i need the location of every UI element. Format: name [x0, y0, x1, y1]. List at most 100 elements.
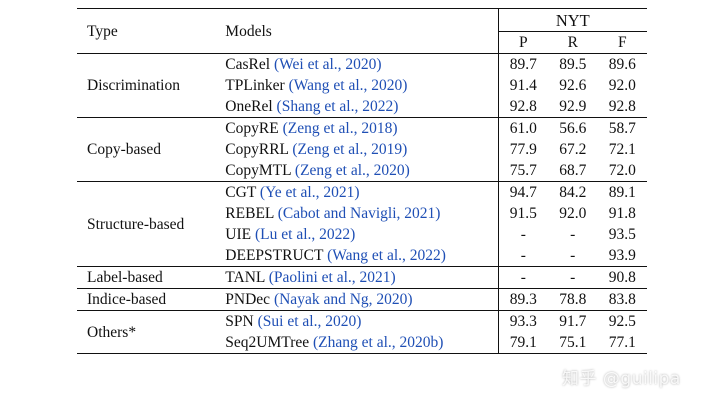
- citation-link[interactable]: (Zhang et al., 2020b): [313, 334, 444, 351]
- f1-cell: 72.1: [608, 141, 636, 158]
- recall-cell: -: [570, 226, 576, 243]
- group-type-cell: Others*: [77, 310, 222, 354]
- results-table: Type Models NYT P R F Discrimination CasR…: [77, 8, 647, 354]
- citation-link[interactable]: (Paolini et al., 2021): [268, 269, 396, 286]
- table-row: Indice-based PNDec (Nayak and Ng, 2020) 89…: [77, 288, 647, 311]
- recall-cell: 84.2: [548, 181, 598, 203]
- citation-link[interactable]: (Zeng et al., 2018): [282, 120, 398, 137]
- table-row: REBEL (Cabot and Navigli, 2021) 91.5 92.0 9…: [77, 203, 647, 224]
- model-cell: CopyRE (Zeng et al., 2018): [221, 117, 499, 139]
- group-type-cell: Indice-based: [77, 288, 222, 311]
- model-cell: TANL (Paolini et al., 2021): [221, 266, 499, 289]
- precision-cell: 75.7: [497, 160, 549, 182]
- citation-link[interactable]: (Cabot and Navigli, 2021): [277, 205, 441, 222]
- f1-cell: 89.1: [597, 181, 647, 203]
- citation-link[interactable]: (Ye et al., 2021): [259, 184, 360, 201]
- f1-cell: 77.1: [597, 332, 647, 354]
- model-cell: CGT (Ye et al., 2021): [221, 181, 499, 203]
- recall-cell: 92.9: [559, 98, 587, 115]
- citation-link[interactable]: (Wei et al., 2020): [273, 56, 382, 73]
- citation-link[interactable]: (Wang et al., 2020): [288, 77, 408, 94]
- citation-link[interactable]: (Sui et al., 2020): [257, 313, 362, 330]
- type-header: Type: [77, 8, 222, 54]
- table-row: DEEPSTRUCT (Wang et al., 2022) - -93.9: [77, 245, 647, 267]
- f1-cell: 92.5: [597, 310, 647, 332]
- citation-link[interactable]: (Zeng et al., 2019): [292, 141, 408, 158]
- f1-cell: 90.8: [597, 266, 647, 289]
- f1-cell: 91.8: [608, 205, 636, 222]
- precision-cell: 61.0: [497, 117, 549, 139]
- recall-cell: 78.8: [548, 288, 598, 311]
- precision-cell: -: [497, 224, 549, 245]
- precision-cell: 94.7: [497, 181, 549, 203]
- metric-header-row: P R F: [77, 31, 647, 54]
- model-cell: Seq2UMTree (Zhang et al., 2020b): [221, 332, 499, 354]
- model-name: PNDec: [225, 291, 271, 308]
- citation-link[interactable]: (Wang et al., 2022): [327, 247, 446, 264]
- table-row: Seq2UMTree (Zhang et al., 2020b) 79.1 75.1…: [77, 332, 647, 354]
- precision-cell: -: [497, 245, 549, 267]
- table-row: Others* SPN (Sui et al., 2020) 93.3 91.7 92.…: [77, 310, 647, 354]
- recall-cell: 67.2: [559, 141, 587, 158]
- table-row: TPLinker (Wang et al., 2020) 91.4 92.6 92.0: [77, 75, 647, 96]
- model-cell: SPN (Sui et al., 2020): [221, 310, 499, 332]
- model-name: CopyRRL: [225, 141, 289, 158]
- watermark: 知乎 @guilipa: [562, 369, 681, 389]
- recall-cell: 89.5: [559, 56, 587, 73]
- recall-cell: 68.7: [559, 162, 587, 179]
- model-name: CGT: [225, 184, 257, 201]
- table-row: Discrimination CasRel (Wei et al., 2020) 8…: [77, 53, 647, 94]
- table-body: Discrimination CasRel (Wei et al., 2020) 8…: [77, 53, 647, 354]
- precision-cell: 92.8: [497, 96, 549, 118]
- precision-cell: 89.3: [497, 288, 549, 311]
- citation-link[interactable]: (Zeng et al., 2020): [294, 162, 410, 179]
- recall-cell: 75.1: [548, 332, 598, 354]
- recall-cell: 92.6: [559, 77, 587, 94]
- table-row: Structure-based CGT (Ye et al., 2021) 94.7…: [77, 181, 647, 267]
- citation-link[interactable]: (Shang et al., 2022): [276, 98, 399, 115]
- metric-f-header: F: [597, 31, 647, 54]
- model-name: CasRel: [225, 56, 271, 73]
- f1-cell: 89.6: [608, 56, 636, 73]
- precision-cell: 79.1: [497, 332, 549, 354]
- recall-cell: 92.0: [559, 205, 587, 222]
- precision-cell: 93.3: [497, 310, 549, 332]
- model-cell: OneRel (Shang et al., 2022): [221, 96, 498, 118]
- f1-cell: 58.7: [597, 117, 647, 139]
- table-row: Label-based TANL (Paolini et al., 2021) - -…: [77, 266, 647, 289]
- header-row: Type Models NYT: [77, 8, 647, 54]
- group-type-cell: Label-based: [77, 266, 222, 289]
- citation-link[interactable]: (Nayak and Ng, 2020): [273, 291, 413, 308]
- metric-p-header: P: [497, 31, 549, 54]
- table-row: UIE (Lu et al., 2022) - -93.5: [77, 224, 647, 245]
- precision-cell: 89.7: [497, 53, 549, 75]
- model-cell: PNDec (Nayak and Ng, 2020): [221, 288, 499, 311]
- model-name: TANL: [225, 269, 265, 286]
- recall-cell: -: [570, 247, 576, 264]
- model-name: CopyMTL: [225, 162, 292, 179]
- table-row: CopyRRL (Zeng et al., 2019) 77.9 67.2 72.1: [77, 139, 647, 160]
- model-name: Seq2UMTree: [225, 334, 310, 351]
- model-cell: UIE (Lu et al., 2022): [221, 224, 498, 245]
- recall-cell: -: [548, 266, 598, 289]
- recall-cell: 91.7: [548, 310, 598, 332]
- precision-cell: 91.5: [497, 203, 549, 224]
- f1-cell: 93.5: [608, 226, 636, 243]
- group-type-cell: Structure-based: [77, 181, 222, 267]
- model-name: TPLinker: [225, 77, 285, 94]
- dataset-header: NYT: [497, 8, 647, 32]
- table-row: OneRel (Shang et al., 2022) 92.8 92.9 92.8: [77, 96, 647, 118]
- model-name: REBEL: [225, 205, 274, 222]
- model-name: UIE: [225, 226, 252, 243]
- model-cell: REBEL (Cabot and Navigli, 2021): [221, 203, 498, 224]
- citation-link[interactable]: (Lu et al., 2022): [255, 226, 356, 243]
- f1-cell: 92.8: [608, 98, 636, 115]
- table-row: Copy-based CopyRE (Zeng et al., 2018) 61.0…: [77, 117, 647, 182]
- model-cell: CopyRRL (Zeng et al., 2019): [221, 139, 498, 160]
- model-cell: TPLinker (Wang et al., 2020): [221, 75, 498, 96]
- f1-cell: 92.0: [608, 77, 636, 94]
- f1-cell: 83.8: [597, 288, 647, 311]
- model-cell: CopyMTL (Zeng et al., 2020): [221, 160, 498, 182]
- metric-r-header: R: [548, 31, 598, 54]
- f1-cell: 93.9: [608, 247, 636, 264]
